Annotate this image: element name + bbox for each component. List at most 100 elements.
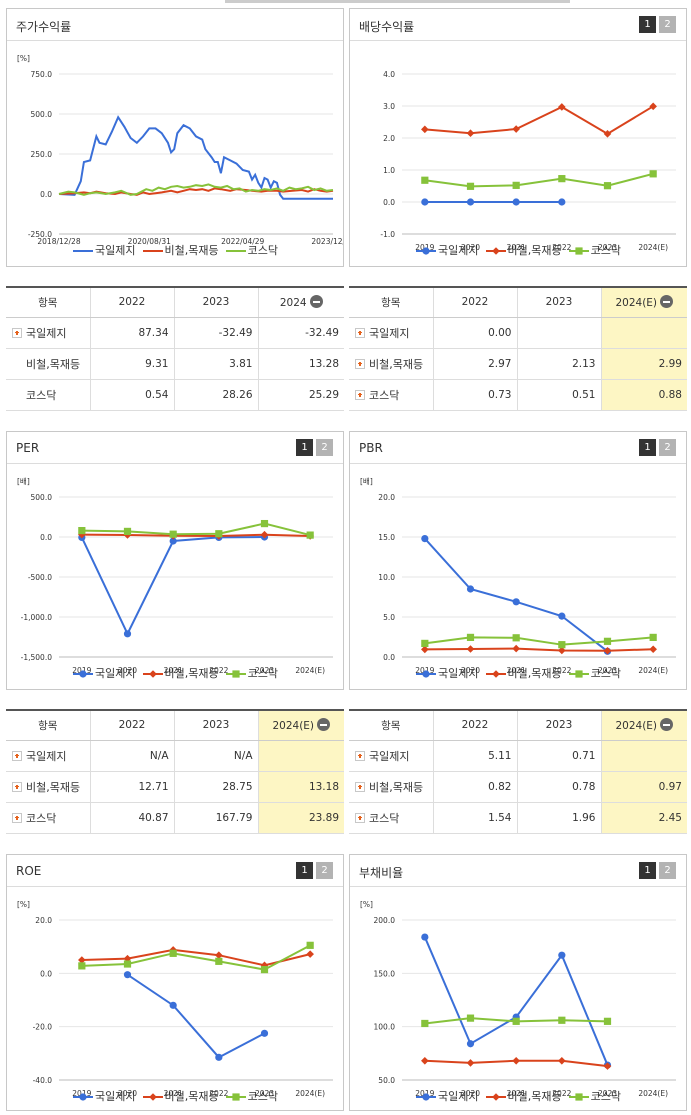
- x-tick-label: 2020/08/31: [128, 237, 171, 246]
- expand-icon[interactable]: [355, 750, 365, 761]
- row-label[interactable]: 국일제지: [6, 740, 90, 772]
- row-label[interactable]: 비철,목재등: [349, 348, 433, 380]
- legend-label: 비철,목재등: [507, 667, 562, 680]
- table-row: 국일제지 87.34 -32.49 -32.49: [6, 317, 344, 349]
- legend-label: 코스닥: [590, 667, 621, 680]
- collapse-icon[interactable]: [317, 718, 331, 732]
- row-label[interactable]: 국일제지: [6, 317, 90, 349]
- legend-marker: [485, 247, 506, 255]
- table-cell: 0.00: [432, 317, 517, 349]
- expand-icon[interactable]: [355, 812, 365, 823]
- table-cell: 9.31: [89, 348, 174, 380]
- series-set-1-button[interactable]: 1: [639, 16, 656, 33]
- column-header: 항목: [6, 286, 90, 318]
- series-line: [58, 183, 334, 196]
- x-tick-label: 2022: [552, 666, 571, 675]
- y-tick-label: 5.0: [383, 613, 395, 622]
- y-tick-label: 10.0: [378, 573, 395, 582]
- data-point: [421, 639, 429, 647]
- legend-item: 국일제지: [415, 242, 479, 258]
- data-point: [558, 646, 566, 655]
- y-tick-label: 0.0: [40, 190, 52, 199]
- table-row: 국일제지 5.11 0.71: [349, 740, 687, 772]
- series-set-1-button[interactable]: 1: [296, 862, 313, 879]
- table-cell: 25.29: [257, 379, 344, 411]
- legend-marker: [142, 1093, 163, 1101]
- legend-marker-shape: [422, 247, 430, 255]
- debt-ratio-chart: [%]200.0 150.0 100.0 50.0 2019 2020 2021 2022 20…: [360, 900, 676, 1098]
- series-set-1-button[interactable]: 1: [639, 862, 656, 879]
- x-tick-label: 2023: [255, 666, 274, 675]
- legend-label: 코스닥: [247, 1090, 278, 1103]
- expand-icon[interactable]: [355, 358, 365, 369]
- data-point: [512, 125, 520, 133]
- expand-icon[interactable]: [355, 389, 365, 400]
- series-set-2-button[interactable]: 2: [659, 439, 676, 456]
- legend-item: 비철,목재등: [485, 1088, 562, 1104]
- table-cell: 23.89: [257, 802, 344, 834]
- data-point: [260, 1029, 269, 1037]
- data-point: [649, 102, 657, 111]
- collapse-icon[interactable]: [660, 295, 674, 309]
- row-label[interactable]: 국일제지: [349, 740, 433, 772]
- y-tick-label: -1,000.0: [21, 613, 53, 622]
- row-label[interactable]: 비철,목재등: [6, 771, 90, 803]
- legend-marker: [568, 247, 589, 255]
- y-tick-label: 500.0: [31, 110, 53, 119]
- column-header: 2022: [432, 286, 517, 318]
- panel-header: 주가수익률: [7, 9, 343, 41]
- data-point: [603, 637, 612, 645]
- collapse-icon[interactable]: [309, 295, 323, 309]
- table-cell: -32.49: [257, 317, 344, 349]
- table-cell: 0.71: [516, 740, 601, 772]
- data-point: [466, 1014, 475, 1022]
- table-row: 비철,목재등 2.97 2.13 2.99: [349, 348, 687, 380]
- row-label[interactable]: 국일제지: [349, 317, 433, 349]
- row-label[interactable]: 코스닥: [349, 379, 433, 411]
- data-point: [466, 198, 475, 206]
- data-point: [215, 957, 223, 965]
- legend-label: 코스닥: [247, 667, 278, 680]
- row-label[interactable]: 코스닥: [6, 802, 90, 834]
- expand-icon[interactable]: [12, 750, 22, 761]
- panel-title: PER: [16, 441, 40, 455]
- table-row: 국일제지 0.00: [349, 317, 687, 349]
- y-tick-label: 20.0: [35, 916, 52, 925]
- legend-marker-shape: [422, 1093, 430, 1101]
- legend-marker: [225, 670, 246, 678]
- expand-icon[interactable]: [355, 781, 365, 792]
- x-tick-label: 2024(E): [295, 1089, 325, 1098]
- expand-icon[interactable]: [12, 327, 22, 338]
- x-tick-label: 2024(E): [638, 1089, 668, 1098]
- row-label[interactable]: 코스닥: [349, 802, 433, 834]
- per-chart: [배]500.0 0.0 -500.0 -1,000.0 -1,500.0 2019 202…: [17, 477, 333, 675]
- series-set-2-button[interactable]: 2: [659, 16, 676, 33]
- x-tick-label: 2024(E): [295, 666, 325, 675]
- row-label[interactable]: 비철,목재등: [349, 771, 433, 803]
- table-cell: 0.88: [600, 379, 687, 411]
- expand-icon[interactable]: [355, 327, 365, 338]
- table-cell: 0.82: [432, 771, 517, 803]
- series-set-2-button[interactable]: 2: [316, 439, 333, 456]
- series-set-2-button[interactable]: 2: [659, 862, 676, 879]
- series-set-1-button[interactable]: 1: [639, 439, 656, 456]
- table-header-row: 항목 2022 2023 2024(E): [349, 709, 687, 741]
- series-set-1-button[interactable]: 1: [296, 439, 313, 456]
- table-cell: 40.87: [89, 802, 174, 834]
- panel-title: 배당수익률: [359, 20, 415, 34]
- legend-marker-shape: [79, 670, 87, 678]
- y-unit-label: [%]: [17, 54, 30, 63]
- table-row: 비철,목재등 9.31 3.81 13.28: [6, 348, 344, 380]
- x-tick-label: 2021: [507, 243, 526, 252]
- legend-label: 국일제지: [95, 1090, 136, 1103]
- collapse-icon[interactable]: [660, 718, 674, 732]
- expand-icon[interactable]: [12, 781, 22, 792]
- x-tick-label: 2020: [118, 1089, 137, 1098]
- expand-icon[interactable]: [12, 812, 22, 823]
- data-point: [466, 129, 475, 137]
- table-header-row: 항목 2022 2023 2024(E): [6, 709, 344, 741]
- series-set-2-button[interactable]: 2: [316, 862, 333, 879]
